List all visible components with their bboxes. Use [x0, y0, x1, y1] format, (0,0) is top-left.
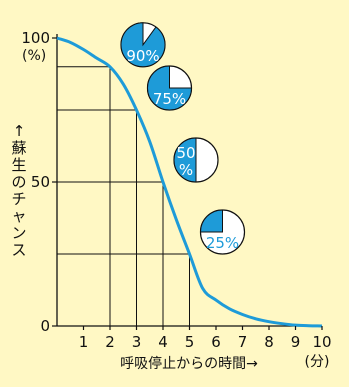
- pie-label: %: [179, 161, 193, 179]
- x-axis-label: 呼吸停止からの時間→: [120, 355, 258, 372]
- y-tick-label: 50: [31, 173, 50, 191]
- x-tick-label: 5: [185, 333, 195, 351]
- pie-marker: 75%: [146, 65, 193, 111]
- pie-marker: 50%: [173, 137, 219, 183]
- pie-slice: [173, 137, 197, 183]
- guide-lines: [57, 66, 190, 326]
- pie-label: 50: [176, 144, 195, 162]
- x-tick-label: 7: [238, 333, 248, 351]
- survival-curve: [56, 36, 323, 328]
- pie-markers: 90% 75% 50% 25%: [120, 22, 246, 255]
- pie-slice: [120, 22, 166, 68]
- y-label-char: 蘇: [11, 139, 26, 157]
- y-label-char: ン: [11, 224, 26, 242]
- pie-marker: 25%: [199, 209, 246, 255]
- x-tick-label: 6: [211, 333, 221, 351]
- x-tick-label: 10: [312, 333, 331, 351]
- pie-slice: [147, 65, 193, 111]
- y-tick-label: 100: [21, 29, 50, 47]
- y-tick-label: 0: [40, 317, 50, 335]
- y-label-char: 生: [11, 156, 26, 174]
- x-tick-label: 4: [158, 333, 168, 351]
- x-tick-label: 1: [79, 333, 89, 351]
- x-tick-label: 2: [105, 333, 115, 351]
- pie-marker: 90%: [120, 22, 166, 68]
- y-label-char: チ: [11, 190, 26, 208]
- x-tick-label: 3: [132, 333, 142, 351]
- y-label-char: ャ: [11, 207, 26, 225]
- x-tick-label: 8: [264, 333, 274, 351]
- pie-slice: [199, 209, 223, 233]
- y-label-char: ↑: [13, 122, 26, 140]
- pie-label: 90%: [126, 47, 159, 65]
- y-unit: (%): [22, 48, 46, 64]
- y-tick-labels: 0 50 100: [21, 29, 57, 335]
- pie-label: 25%: [206, 234, 239, 252]
- y-label-char: ス: [11, 241, 26, 259]
- x-unit: (分): [305, 354, 330, 370]
- pie-label: 75%: [153, 90, 186, 108]
- x-tick-labels: 1 2 3 4 5 6 7 8 9 10: [79, 326, 332, 351]
- x-tick-label: 9: [291, 333, 301, 351]
- y-label-char: の: [11, 173, 26, 191]
